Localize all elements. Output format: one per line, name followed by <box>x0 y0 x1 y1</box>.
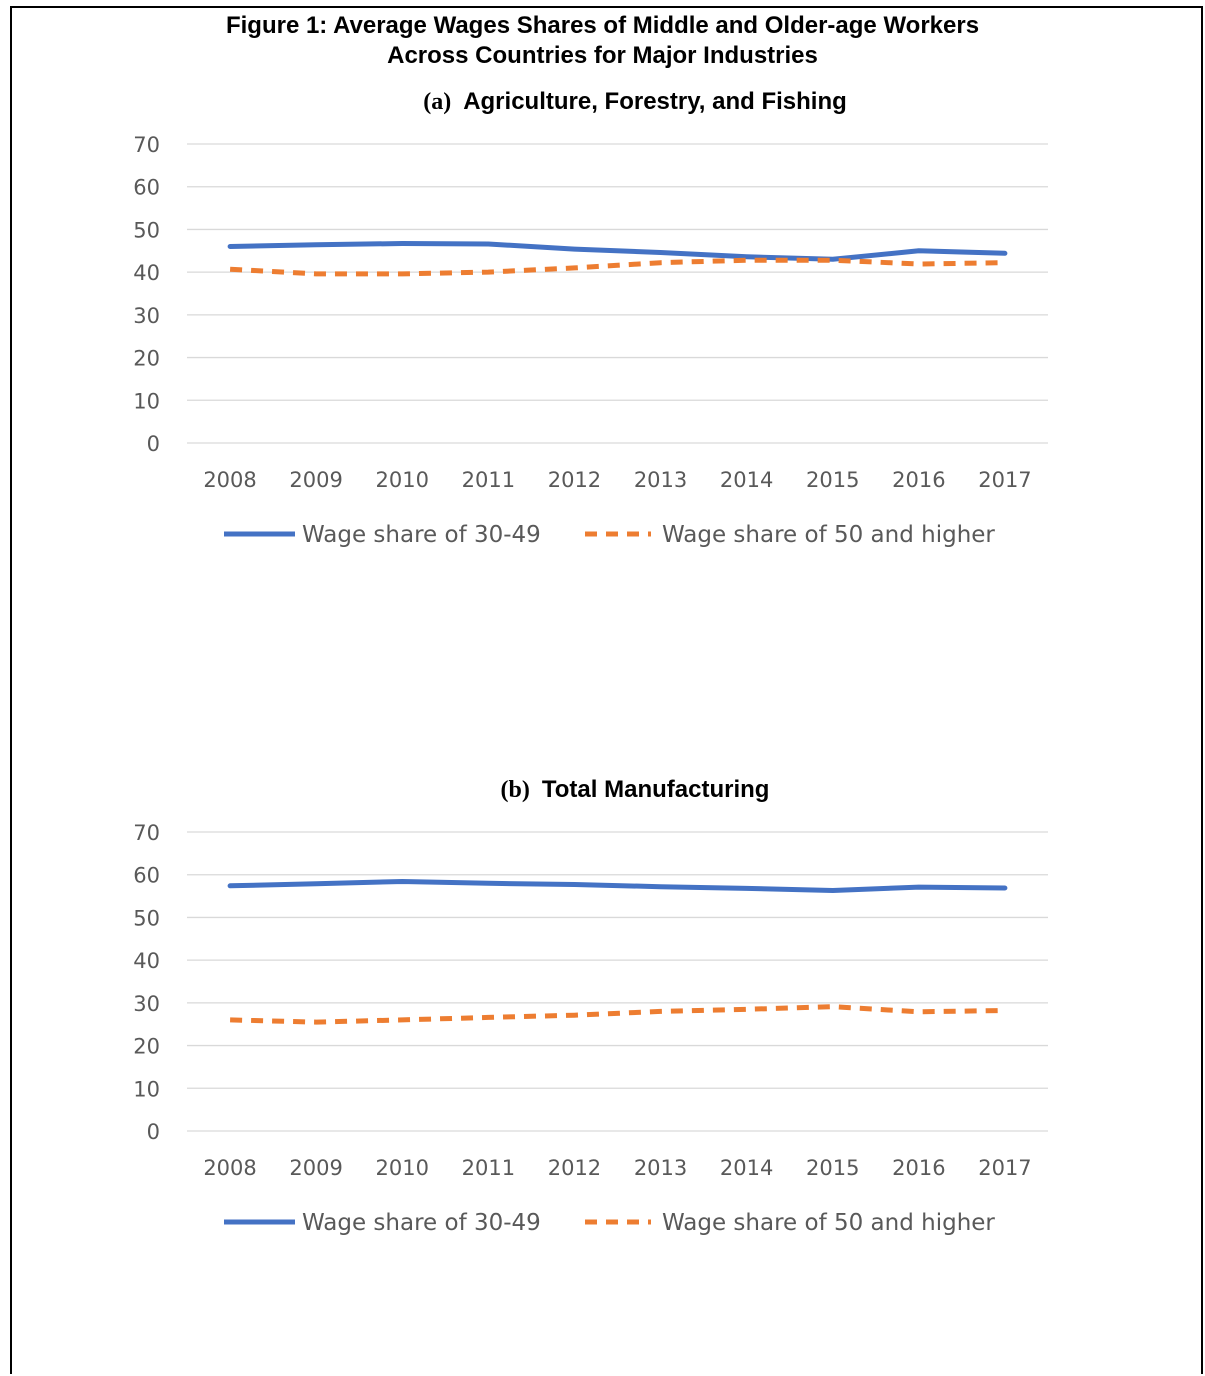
panel-b-label: (b) <box>500 777 530 803</box>
x-tick-label: 2008 <box>203 468 256 492</box>
x-tick-label: 2012 <box>548 468 601 492</box>
x-tick-label: 2013 <box>634 1156 687 1180</box>
y-tick-label: 10 <box>133 389 160 413</box>
x-tick-label: 2010 <box>376 1156 429 1180</box>
series-line-2 <box>230 1004 1005 1025</box>
x-tick-label: 2011 <box>462 1156 515 1180</box>
series-line-1 <box>227 241 1008 262</box>
panel-b-title: (b) Total Manufacturing <box>0 776 1205 804</box>
y-tick-label: 10 <box>133 1077 160 1101</box>
x-tick-label: 2014 <box>720 468 773 492</box>
x-tick-label: 2008 <box>203 1156 256 1180</box>
figure-frame <box>10 6 1203 1374</box>
x-tick-label: 2015 <box>806 1156 859 1180</box>
y-tick-label: 30 <box>133 304 160 328</box>
panel-a-title-text: Agriculture, Forestry, and Fishing <box>463 88 847 115</box>
y-tick-label: 30 <box>133 992 160 1016</box>
x-tick-label: 2010 <box>376 468 429 492</box>
x-tick-label: 2016 <box>892 468 945 492</box>
y-tick-label: 70 <box>133 133 160 157</box>
chart-manufacturing: 0 10 20 30 40 50 60 70 2008 2009 2010 2011 2012 2013 2… <box>133 821 1048 1236</box>
x-tick-label: 2017 <box>978 1156 1031 1180</box>
x-tick-label: 2009 <box>289 1156 342 1180</box>
legend-label-2: Wage share of 50 and higher <box>662 1210 995 1236</box>
y-tick-label: 20 <box>133 1035 160 1059</box>
panel-a-label: (a) <box>423 89 452 115</box>
y-tick-label: 60 <box>133 864 160 888</box>
legend-label-1: Wage share of 30-49 <box>302 522 541 548</box>
legend-label-1: Wage share of 30-49 <box>302 1210 541 1236</box>
legend-label-2: Wage share of 50 and higher <box>662 522 995 548</box>
x-tick-label: 2016 <box>892 1156 945 1180</box>
y-tick-label: 70 <box>133 821 160 845</box>
panel-b-title-text: Total Manufacturing <box>541 776 770 803</box>
panel-a-title: (a) Agriculture, Forestry, and Fishing <box>0 88 1205 116</box>
y-tick-label: 20 <box>133 347 160 371</box>
y-tick-label: 60 <box>133 176 160 200</box>
y-tick-label: 50 <box>133 218 160 242</box>
y-tick-label: 40 <box>133 261 160 285</box>
x-tick-label: 2013 <box>634 468 687 492</box>
x-tick-label: 2015 <box>806 468 859 492</box>
series-line-1 <box>227 879 1008 893</box>
x-tick-label: 2014 <box>720 1156 773 1180</box>
x-tick-label: 2009 <box>289 468 342 492</box>
x-tick-label: 2017 <box>978 468 1031 492</box>
y-tick-label: 40 <box>133 949 160 973</box>
series-line-2 <box>229 257 1005 277</box>
chart-agriculture: 0 10 20 30 40 50 60 70 2008 2009 2010 2011 2012 2013 2… <box>133 133 1048 548</box>
y-tick-label: 0 <box>147 432 160 456</box>
y-tick-label: 0 <box>147 1120 160 1144</box>
x-tick-label: 2012 <box>548 1156 601 1180</box>
x-tick-label: 2011 <box>462 468 515 492</box>
figure-title-line2: Across Countries for Major Industries <box>387 42 818 69</box>
y-tick-label: 50 <box>133 906 160 930</box>
figure-title-line1: Figure 1: Average Wages Shares of Middle… <box>225 12 980 39</box>
